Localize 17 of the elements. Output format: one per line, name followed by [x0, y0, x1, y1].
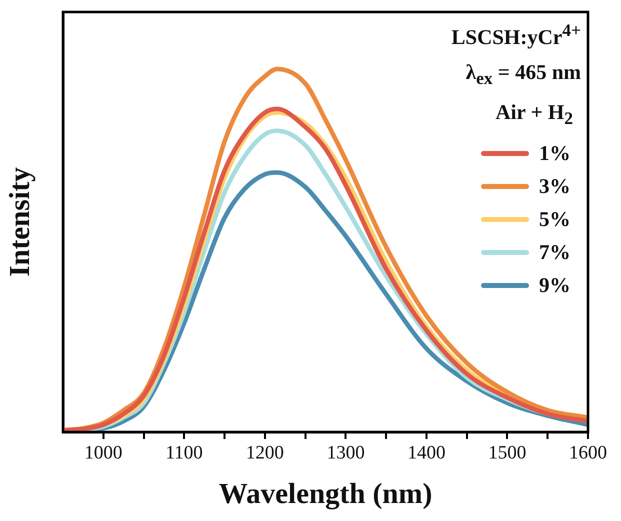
legend-label: 5% [539, 207, 572, 232]
x-tick-label: 1600 [569, 442, 607, 464]
x-tick-label: 1400 [407, 442, 446, 464]
x-tick-label: 1100 [166, 442, 203, 464]
x-tick-label: 1500 [488, 442, 526, 464]
y-axis-title: Intensity [4, 166, 36, 277]
x-tick-label: 1000 [84, 442, 122, 464]
legend-label: 9% [539, 273, 572, 298]
text: LSCSH:yCr$^{4+}$ [451, 20, 581, 49]
x-axis-title: Wavelength (nm) [218, 478, 432, 510]
annotation: λ$_{ex}$ = 465 nm [464, 60, 581, 88]
x-tick-label: 1300 [326, 442, 365, 464]
legend-label: 7% [539, 240, 572, 264]
x-tick-label: 1200 [246, 442, 284, 464]
legend-title: Air + H$_{2}$ [494, 100, 573, 128]
legend-label: 1% [539, 141, 572, 166]
legend-label: 3% [539, 174, 572, 198]
